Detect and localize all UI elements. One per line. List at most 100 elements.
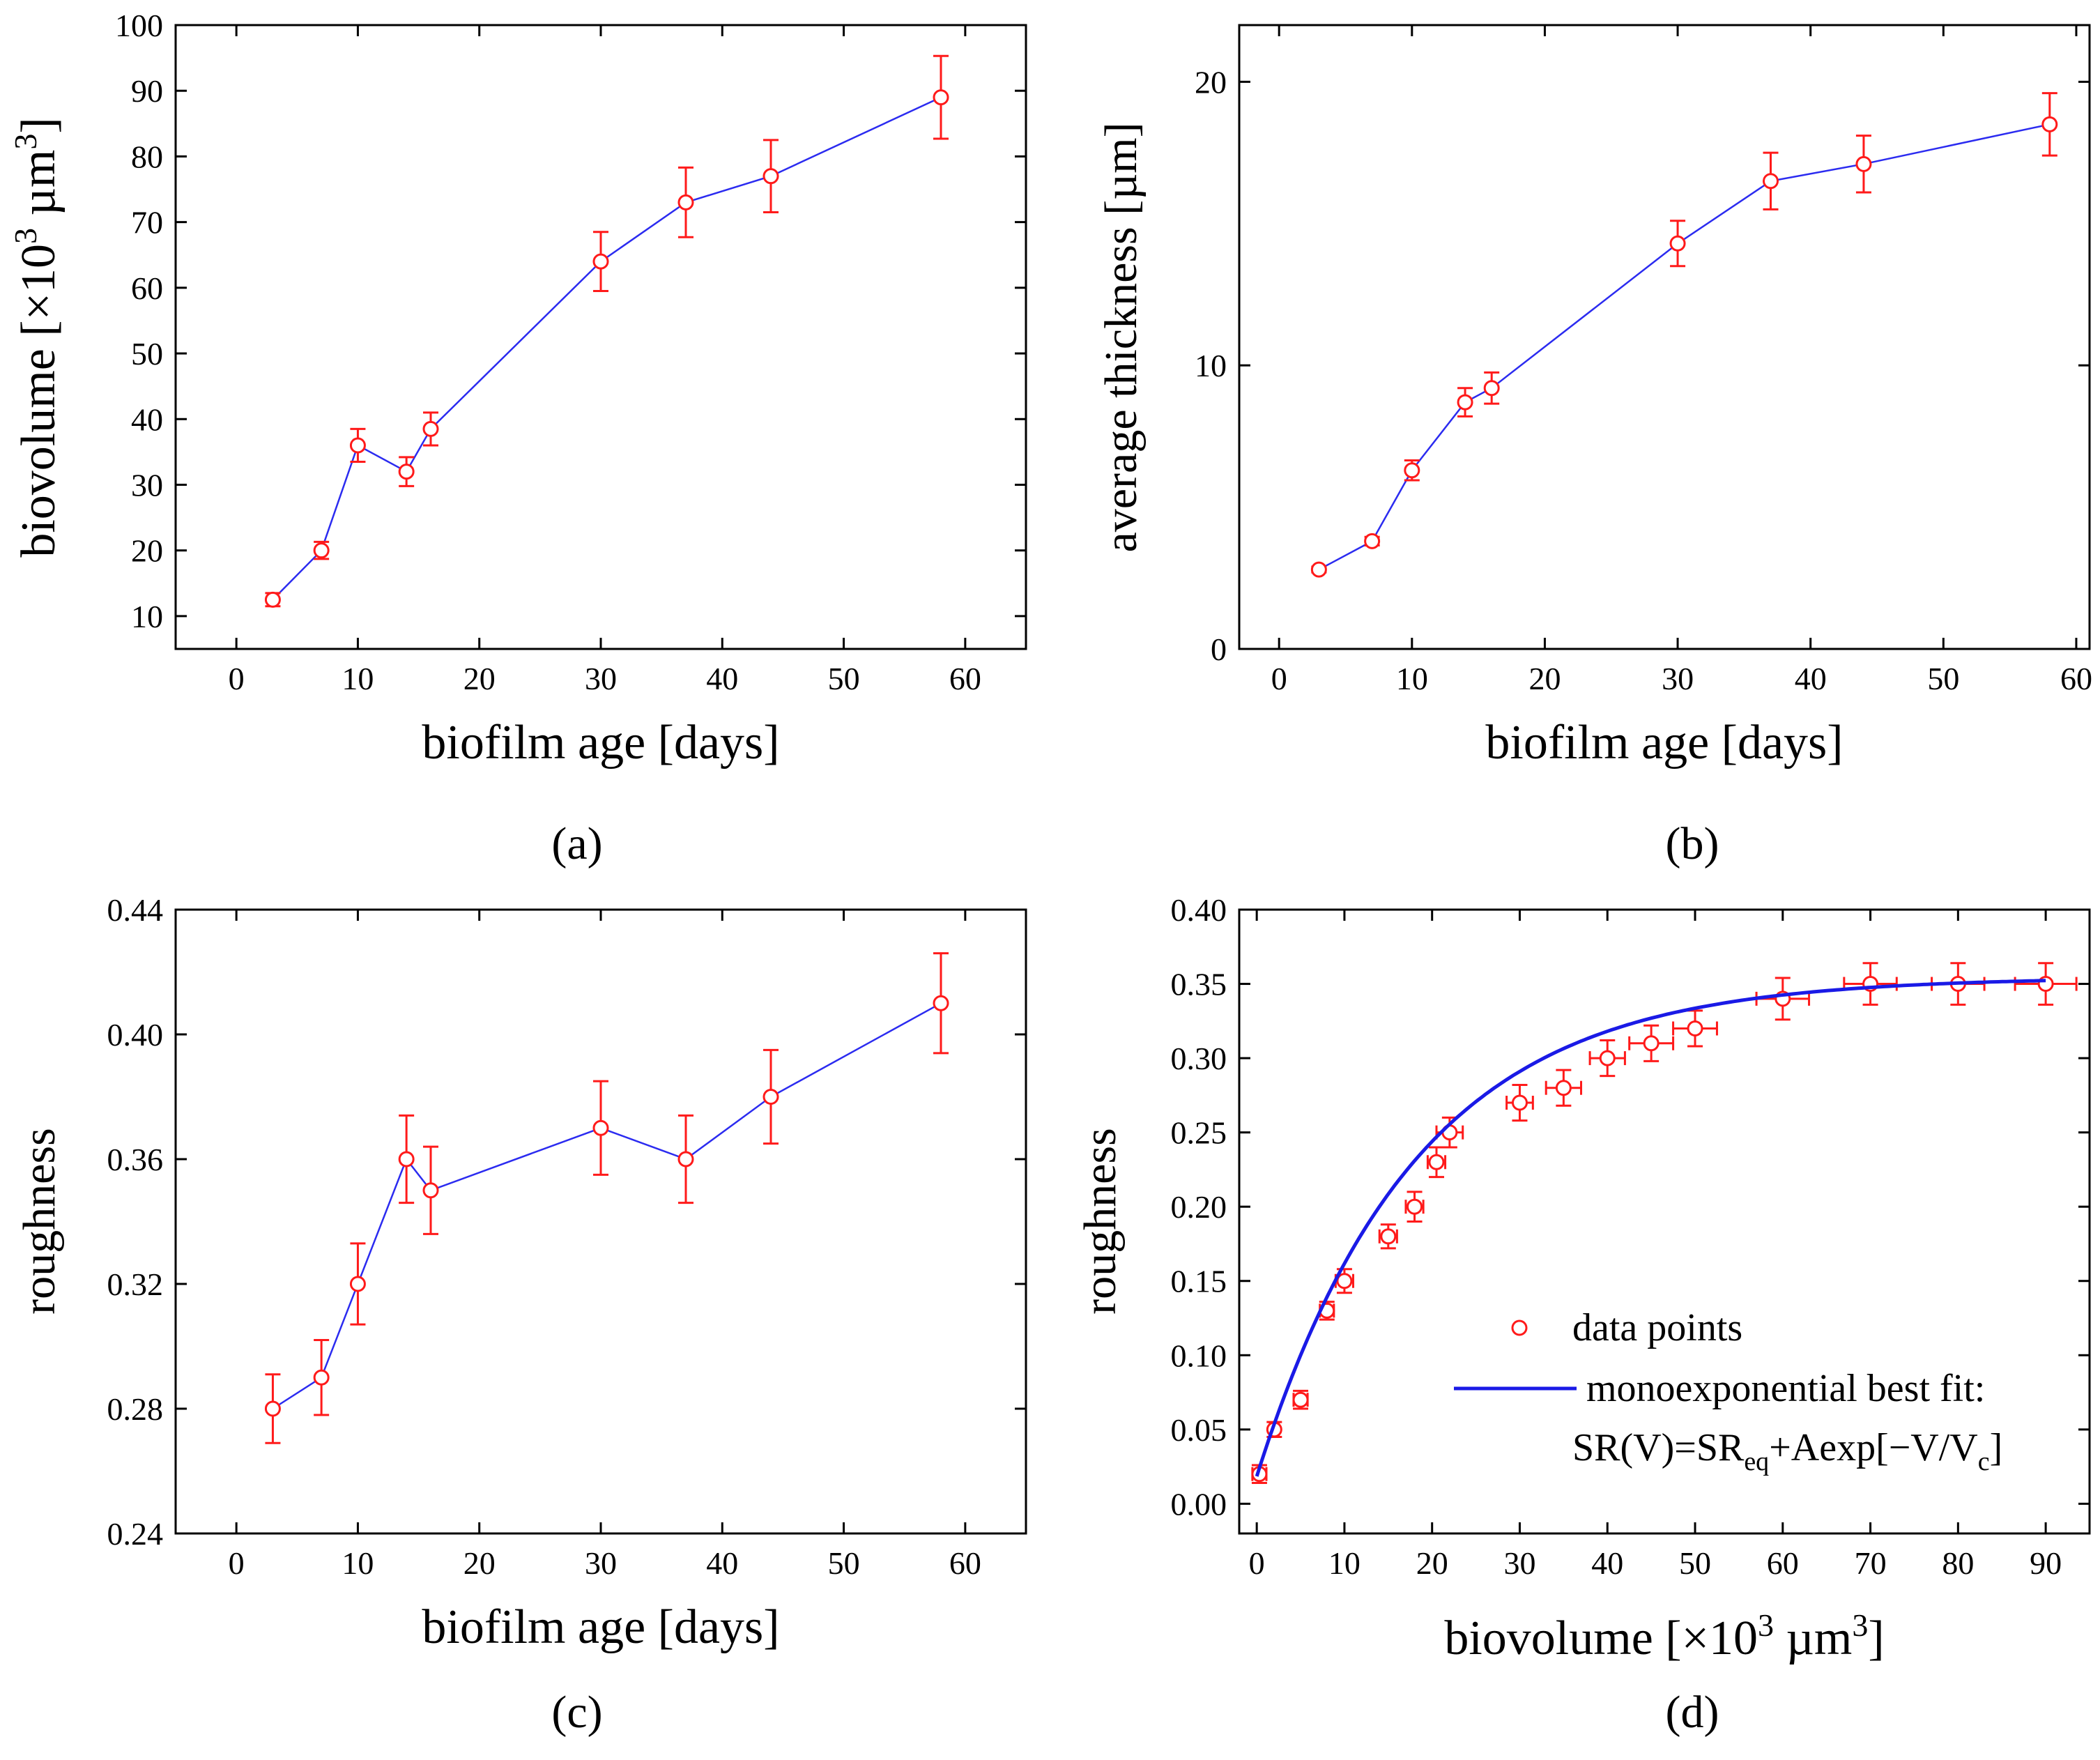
chart-marks xyxy=(264,54,949,608)
x-axis-label: biofilm age [days] xyxy=(1485,716,1843,770)
x-tick-label: 20 xyxy=(463,661,496,696)
tick-labels: 0 10 20 30 40 50 60 10 20 30 40 50 60 70 80 90 100 xyxy=(115,8,1026,696)
data-point xyxy=(677,194,694,211)
data-point xyxy=(349,437,366,454)
legend-fit-formula: SR(V)=SReq+Aexp[−V/Vc] xyxy=(1572,1426,2002,1476)
y-tick-label: 30 xyxy=(131,467,163,503)
x-axis-label: biofilm age [days] xyxy=(422,716,779,770)
x-tick-label: 40 xyxy=(1591,1545,1623,1581)
x-tick-label: 60 xyxy=(949,661,981,696)
x-tick-label: 0 xyxy=(229,661,245,696)
data-point xyxy=(1310,561,1327,578)
data-point xyxy=(1457,394,1473,411)
x-tick-label: 50 xyxy=(1927,661,1959,696)
y-tick-label: 10 xyxy=(1195,348,1227,383)
data-point xyxy=(313,1369,330,1386)
chart-marks xyxy=(1310,92,2058,578)
data-point xyxy=(762,168,779,185)
data-point xyxy=(264,1400,281,1417)
tick-labels: 0 10 20 30 40 50 60 70 80 90 0.00 0.05 0.10 0.15 0.20 0… xyxy=(1171,892,2090,1581)
x-axis-label: biofilm age [days] xyxy=(422,1600,779,1654)
data-point xyxy=(1364,533,1381,549)
y-tick-label: 0.40 xyxy=(1171,892,1227,928)
panel-label: (d) xyxy=(1666,1687,1719,1738)
panel-label: (a) xyxy=(551,818,602,869)
y-tick-label: 0.15 xyxy=(1171,1264,1227,1299)
data-point xyxy=(313,542,330,559)
series-line xyxy=(1318,123,2051,571)
data-point xyxy=(398,464,415,480)
y-axis-label: roughness xyxy=(14,1128,65,1315)
data-point xyxy=(1404,462,1420,479)
data-point xyxy=(1687,1020,1703,1036)
y-tick-label: 20 xyxy=(131,533,163,569)
plot-area-border xyxy=(174,24,1027,650)
x-tick-label: 80 xyxy=(1942,1545,1974,1581)
legend: data points monoexponential best fit: SR… xyxy=(1454,1306,2002,1476)
y-tick-label: 50 xyxy=(131,336,163,372)
data-point xyxy=(1483,380,1500,397)
plot-area-border xyxy=(1238,908,2091,1535)
y-tick-label: 70 xyxy=(131,205,163,240)
subscript: eq xyxy=(1744,1447,1769,1476)
x-tick-label: 20 xyxy=(1528,661,1561,696)
data-point xyxy=(264,591,281,608)
x-tick-label: 40 xyxy=(706,1545,738,1581)
tick-labels: 0 10 20 30 40 50 60 0.24 0.28 0.32 0.36 0.40 0.44 xyxy=(107,892,1026,1581)
data-point xyxy=(1336,1273,1353,1290)
data-point xyxy=(592,253,609,270)
plot-frame xyxy=(1238,908,2091,1535)
y-tick-label: 20 xyxy=(1195,64,1227,100)
data-point xyxy=(398,1151,415,1168)
x-tick-label: 20 xyxy=(1416,1545,1448,1581)
x-tick-label: 40 xyxy=(706,661,738,696)
y-tick-label: 60 xyxy=(131,270,163,306)
data-point xyxy=(762,1089,779,1105)
x-tick-label: 10 xyxy=(1328,1545,1361,1581)
superscript: 3 xyxy=(8,134,43,150)
superscript: 3 xyxy=(8,228,43,244)
x-tick-label: 50 xyxy=(1679,1545,1711,1581)
panel-label: (b) xyxy=(1666,818,1719,869)
x-tick-label: 60 xyxy=(2060,661,2092,696)
superscript: 3 xyxy=(1852,1607,1868,1643)
x-tick-label: 70 xyxy=(1855,1545,1887,1581)
data-point xyxy=(1428,1154,1445,1170)
x-tick-label: 10 xyxy=(342,1545,374,1581)
x-tick-label: 90 xyxy=(2030,1545,2062,1581)
data-point xyxy=(592,1119,609,1136)
y-tick-label: 0.28 xyxy=(107,1391,164,1427)
panel-a: 0 10 20 30 40 50 60 10 20 30 40 50 60 70 80 90 100 biofi… xyxy=(8,8,1027,869)
y-tick-label: 80 xyxy=(131,139,163,174)
chart-marks xyxy=(1251,962,2078,1485)
data-point xyxy=(1669,235,1686,252)
panel-d: 0 10 20 30 40 50 60 70 80 90 0.00 0.05 0.10 0.15 0.20 0… xyxy=(1075,892,2091,1738)
data-point xyxy=(1855,155,1872,172)
legend-label-fit: monoexponential best fit: xyxy=(1586,1367,1985,1410)
x-tick-label: 10 xyxy=(342,661,374,696)
y-tick-label: 0.40 xyxy=(107,1017,164,1053)
y-axis-label: roughness xyxy=(1075,1128,1126,1315)
subscript: c xyxy=(1978,1447,1990,1476)
x-tick-label: 0 xyxy=(1249,1545,1265,1581)
x-tick-label: 40 xyxy=(1795,661,1827,696)
panel-b: 0 10 20 30 40 50 60 0 10 20 biofilm age [days] av… xyxy=(1096,24,2092,869)
panel-c: 0 10 20 30 40 50 60 0.24 0.28 0.32 0.36 0.40 0.44 bi… xyxy=(14,892,1027,1738)
plot-area-border xyxy=(174,908,1027,1535)
y-tick-label: 10 xyxy=(131,599,163,634)
x-tick-label: 10 xyxy=(1396,661,1428,696)
x-tick-label: 30 xyxy=(585,1545,617,1581)
x-tick-label: 50 xyxy=(828,661,860,696)
data-point xyxy=(2041,116,2058,132)
x-tick-label: 0 xyxy=(1271,661,1287,696)
data-point xyxy=(1407,1198,1423,1215)
legend-marker-data-points xyxy=(1511,1319,1528,1336)
x-tick-label: 30 xyxy=(585,661,617,696)
y-axis-label: average thickness [µm] xyxy=(1096,122,1147,552)
tick-labels: 0 10 20 30 40 50 60 0 10 20 xyxy=(1195,25,2092,696)
data-point xyxy=(1763,173,1779,190)
x-tick-label: 50 xyxy=(828,1545,860,1581)
data-point xyxy=(1555,1080,1572,1096)
data-point xyxy=(422,420,439,437)
